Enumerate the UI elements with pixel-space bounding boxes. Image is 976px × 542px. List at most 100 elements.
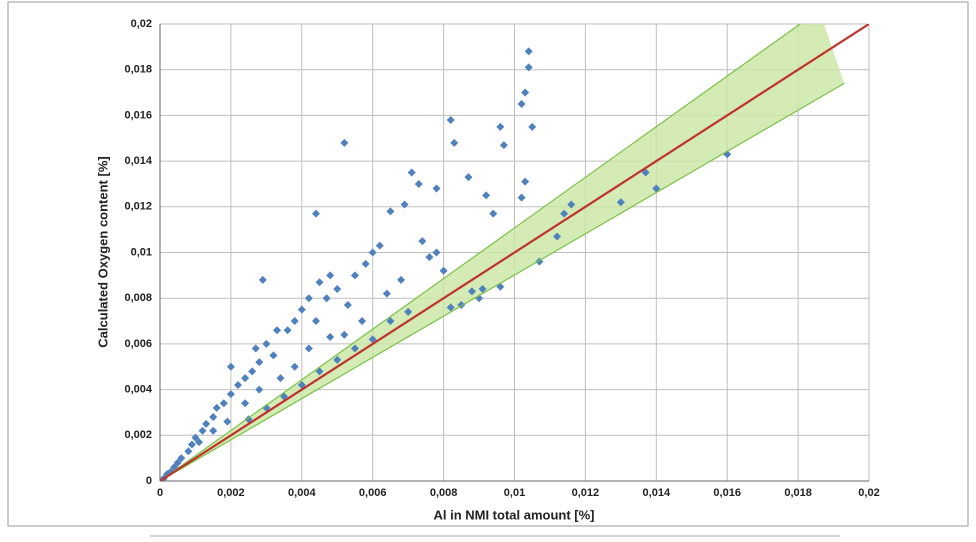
data-point — [326, 333, 335, 342]
data-point — [248, 367, 257, 376]
data-point — [482, 191, 491, 200]
data-point — [432, 248, 441, 257]
data-point — [187, 440, 196, 449]
x-tick-label: 0,016 — [713, 487, 741, 499]
data-point — [290, 362, 299, 371]
data-point — [446, 303, 455, 312]
data-point — [326, 271, 335, 280]
x-tick-label: 0,006 — [359, 487, 387, 499]
data-point — [464, 173, 473, 182]
data-point — [616, 198, 625, 207]
x-tick-label: 0,02 — [858, 487, 879, 499]
data-point — [315, 367, 324, 376]
data-point — [553, 232, 562, 241]
data-point — [560, 209, 569, 218]
data-point — [517, 193, 526, 202]
data-point — [350, 344, 359, 353]
data-point — [202, 419, 211, 428]
data-point — [209, 426, 218, 435]
data-point — [368, 248, 377, 257]
data-point — [241, 399, 250, 408]
data-point — [652, 184, 661, 193]
y-tick-label: 0 — [146, 475, 152, 487]
data-point — [333, 285, 342, 294]
data-point — [361, 259, 370, 268]
data-point — [439, 266, 448, 275]
data-point — [233, 381, 242, 390]
data-point — [262, 339, 271, 348]
data-point — [198, 426, 207, 435]
data-point — [304, 294, 313, 303]
data-point — [223, 417, 232, 426]
x-tick-label: 0,002 — [217, 487, 245, 499]
data-point — [191, 433, 200, 442]
data-point — [209, 413, 218, 422]
y-tick-label: 0,006 — [124, 338, 152, 350]
data-point — [333, 355, 342, 364]
y-tick-label: 0,016 — [124, 109, 152, 121]
x-tick-label: 0 — [157, 487, 163, 499]
data-point — [340, 330, 349, 339]
data-point — [241, 374, 250, 383]
data-point — [226, 362, 235, 371]
y-tick-label: 0,014 — [124, 155, 152, 167]
y-tick-label: 0,008 — [124, 292, 152, 304]
y-tick-label: 0,02 — [131, 18, 152, 30]
y-tick-label: 0,018 — [124, 64, 152, 76]
data-point — [496, 122, 505, 131]
data-point — [382, 289, 391, 298]
data-point — [322, 294, 331, 303]
data-point — [432, 184, 441, 193]
data-point — [528, 122, 537, 131]
data-point — [219, 399, 228, 408]
data-point — [251, 344, 260, 353]
data-point — [226, 390, 235, 399]
data-point — [489, 209, 498, 218]
data-point — [467, 287, 476, 296]
data-point — [173, 458, 182, 467]
x-axis-title: Al in NMI total amount [%] — [433, 507, 594, 522]
data-point — [184, 447, 193, 456]
data-point — [358, 317, 367, 326]
data-point — [524, 63, 533, 72]
data-point — [311, 209, 320, 218]
plot-area — [160, 24, 869, 481]
data-point — [521, 177, 530, 186]
data-point — [255, 385, 264, 394]
x-tick-label: 0,018 — [784, 487, 812, 499]
x-tick-label: 0,012 — [572, 487, 600, 499]
x-tick-label: 0,004 — [288, 487, 316, 499]
data-point — [177, 454, 186, 463]
data-point — [297, 305, 306, 314]
data-point — [397, 275, 406, 284]
y-tick-label: 0,002 — [124, 429, 152, 441]
tolerance-band — [160, 24, 845, 481]
data-point — [567, 200, 576, 209]
x-tick-label: 0,01 — [504, 487, 525, 499]
data-point — [311, 317, 320, 326]
data-point — [404, 307, 413, 316]
data-point — [425, 253, 434, 262]
data-point — [499, 141, 508, 150]
data-point — [283, 326, 292, 335]
data-point — [400, 200, 409, 209]
y-tick-label: 0,01 — [131, 246, 152, 258]
data-point — [418, 237, 427, 246]
data-point — [414, 179, 423, 188]
data-point — [315, 278, 324, 287]
x-tick-label: 0,008 — [430, 487, 458, 499]
data-point — [407, 168, 416, 177]
data-point — [386, 207, 395, 216]
data-point — [521, 88, 530, 97]
data-point — [255, 358, 264, 367]
data-point — [517, 99, 526, 108]
data-point — [450, 138, 459, 147]
data-point — [343, 301, 352, 310]
data-point — [340, 138, 349, 147]
band-upper-line — [160, 24, 802, 481]
data-point — [386, 317, 395, 326]
data-point — [269, 351, 278, 360]
y-tick-label: 0,012 — [124, 201, 152, 213]
data-point — [276, 374, 285, 383]
